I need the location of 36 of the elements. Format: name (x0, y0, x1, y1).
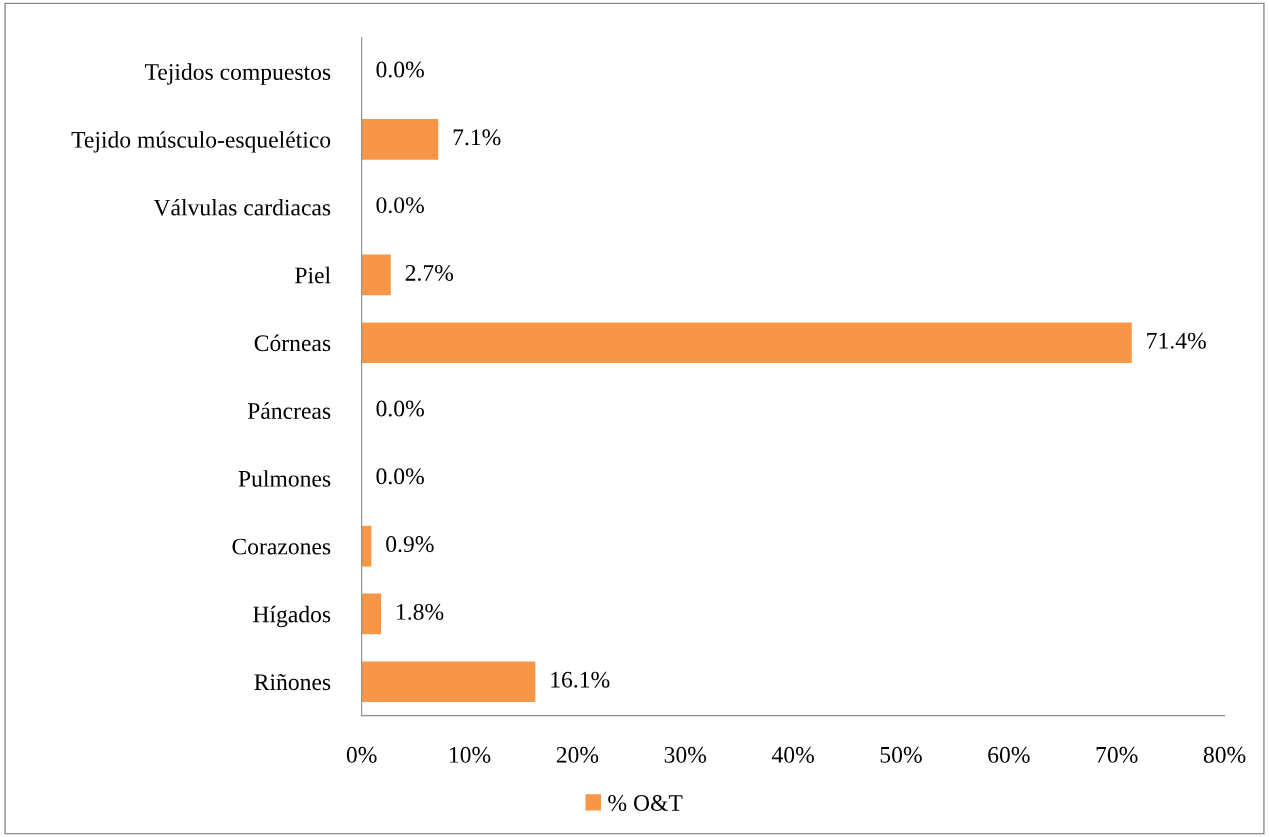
bar (361, 661, 536, 703)
y-tick-label: Páncreas (247, 402, 331, 419)
data-label: 1.8% (397, 603, 444, 620)
y-tick-label: Piel (295, 266, 331, 284)
data-label: 0.0% (376, 468, 424, 485)
x-tick-label: 70% (1096, 746, 1138, 763)
bar (361, 254, 391, 296)
x-tick-label: 20% (556, 746, 599, 763)
data-label: 0.0% (376, 197, 424, 214)
bar (361, 593, 382, 635)
y-tick-label: Córneas (254, 334, 331, 352)
bar (361, 322, 1132, 364)
x-tick-label: 80% (1203, 746, 1246, 763)
y-tick-label: Hígados (253, 605, 331, 628)
y-tick-label: Tejido músculo-esquelético (71, 131, 331, 153)
data-label: 16.1% (551, 671, 610, 688)
x-tick-label: 30% (664, 746, 707, 763)
y-tick-label: Pulmones (238, 470, 331, 487)
x-tick-label: 10% (449, 746, 491, 763)
x-tick-label: 50% (880, 746, 922, 763)
bar (361, 525, 372, 567)
legend-label: % O&T (608, 795, 683, 812)
y-tick-label: Válvulas cardiacas (153, 198, 331, 216)
data-label: 71.4% (1147, 332, 1206, 349)
data-label: 0.0% (376, 400, 424, 417)
bar (361, 119, 439, 160)
data-label: 2.7% (405, 264, 454, 281)
data-label: 7.1% (453, 129, 501, 146)
y-tick-label: Riñones (254, 674, 331, 691)
y-tick-label: Corazones (232, 538, 331, 555)
y-tick-label: Tejidos compuestos (144, 63, 331, 85)
data-label: 0.0% (376, 61, 424, 78)
x-tick-label: 60% (988, 746, 1030, 763)
x-tick-label: 0% (346, 746, 377, 763)
x-tick-label: 40% (771, 746, 814, 763)
data-label: 0.9% (386, 536, 434, 553)
